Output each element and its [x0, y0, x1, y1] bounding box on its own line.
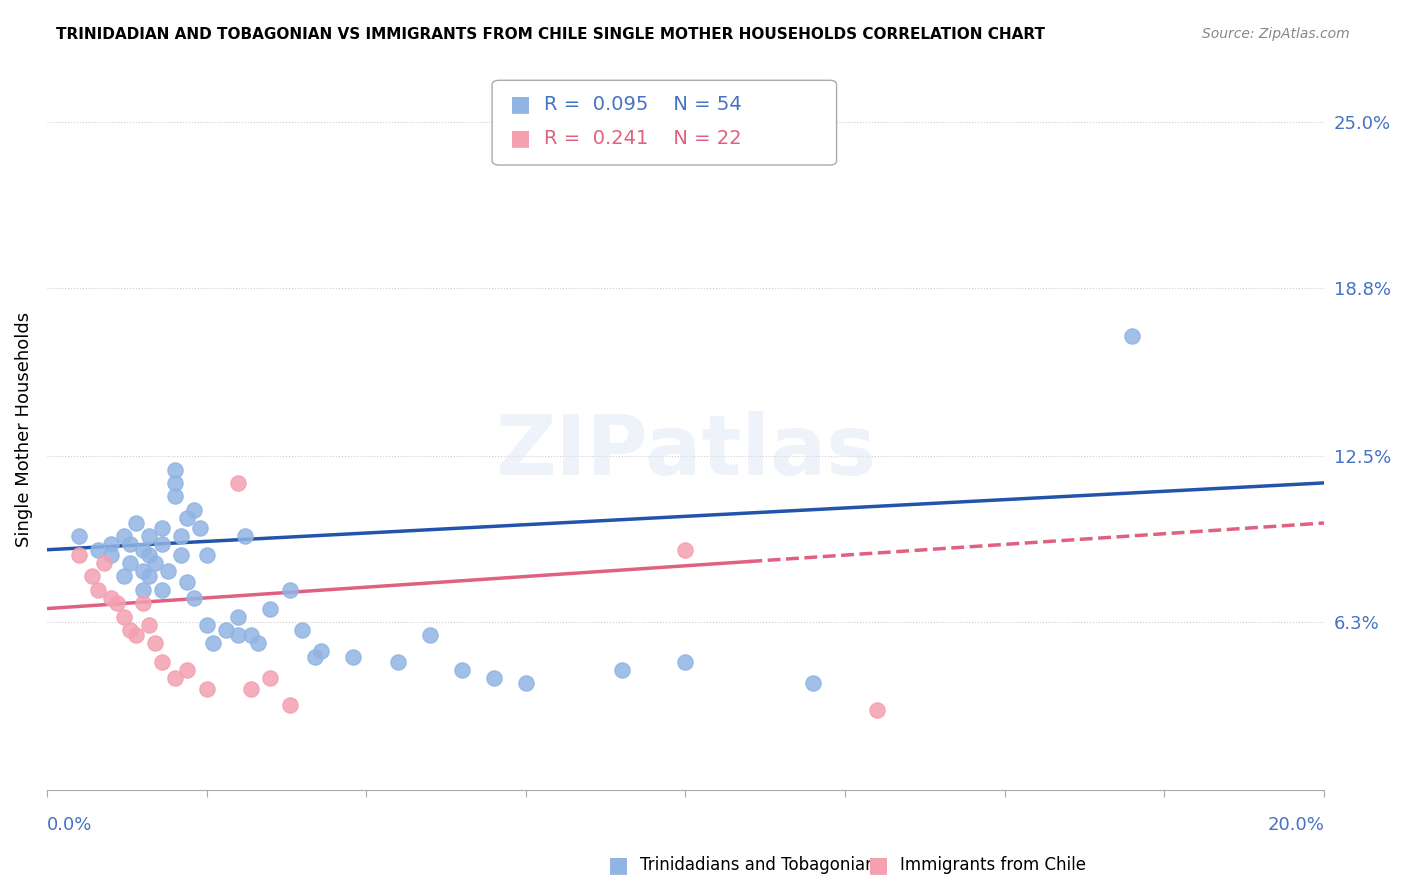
Point: [304, 649, 326, 664]
Text: ZIPatlas: ZIPatlas: [495, 410, 876, 491]
Point: [145, 636, 167, 650]
Point: [188, 521, 211, 535]
Point: [201, 636, 224, 650]
Point: [145, 556, 167, 570]
Point: [278, 582, 301, 597]
Point: [163, 462, 186, 476]
Point: [118, 623, 141, 637]
Text: Immigrants from Chile: Immigrants from Chile: [900, 856, 1085, 874]
Point: [866, 703, 889, 717]
Point: [150, 521, 173, 535]
Point: [246, 636, 269, 650]
Point: [112, 529, 135, 543]
Point: [183, 591, 205, 605]
Point: [100, 548, 122, 562]
Text: ■: ■: [609, 855, 628, 875]
Point: [131, 596, 153, 610]
Text: 20.0%: 20.0%: [1267, 815, 1324, 834]
Text: ■: ■: [510, 128, 531, 148]
Point: [278, 698, 301, 712]
Point: [170, 548, 193, 562]
Point: [311, 644, 333, 658]
Point: [112, 609, 135, 624]
Point: [87, 582, 110, 597]
Point: [157, 564, 180, 578]
Point: [67, 529, 90, 543]
Point: [387, 655, 409, 669]
Point: [150, 655, 173, 669]
Point: [163, 671, 186, 685]
Point: [176, 663, 198, 677]
Text: Trinidadians and Tobagonians: Trinidadians and Tobagonians: [640, 856, 884, 874]
Point: [138, 529, 160, 543]
Point: [259, 671, 281, 685]
Point: [118, 556, 141, 570]
Point: [451, 663, 474, 677]
Point: [150, 582, 173, 597]
Text: 0.0%: 0.0%: [46, 815, 93, 834]
Point: [228, 475, 250, 490]
Point: [67, 548, 90, 562]
Text: R =  0.095    N = 54: R = 0.095 N = 54: [544, 95, 742, 114]
Text: ■: ■: [869, 855, 889, 875]
Point: [118, 537, 141, 551]
Point: [131, 564, 153, 578]
Point: [176, 510, 198, 524]
Point: [170, 529, 193, 543]
Point: [195, 681, 218, 696]
Y-axis label: Single Mother Households: Single Mother Households: [15, 312, 32, 547]
Point: [291, 623, 314, 637]
Point: [138, 569, 160, 583]
Point: [515, 676, 537, 690]
Point: [105, 596, 128, 610]
Point: [163, 475, 186, 490]
Point: [138, 617, 160, 632]
Point: [259, 601, 281, 615]
Text: Source: ZipAtlas.com: Source: ZipAtlas.com: [1202, 27, 1350, 41]
Point: [112, 569, 135, 583]
Point: [482, 671, 505, 685]
Text: R =  0.241    N = 22: R = 0.241 N = 22: [544, 128, 742, 148]
Point: [125, 516, 148, 530]
Point: [675, 542, 697, 557]
Point: [100, 591, 122, 605]
Point: [233, 529, 256, 543]
Point: [228, 628, 250, 642]
Point: [183, 502, 205, 516]
Point: [125, 628, 148, 642]
Point: [675, 655, 697, 669]
Point: [419, 628, 441, 642]
Point: [195, 617, 218, 632]
Text: TRINIDADIAN AND TOBAGONIAN VS IMMIGRANTS FROM CHILE SINGLE MOTHER HOUSEHOLDS COR: TRINIDADIAN AND TOBAGONIAN VS IMMIGRANTS…: [56, 27, 1045, 42]
Point: [215, 623, 238, 637]
Point: [87, 542, 110, 557]
Point: [240, 628, 263, 642]
Point: [342, 649, 364, 664]
Point: [131, 542, 153, 557]
Point: [93, 556, 115, 570]
Point: [195, 548, 218, 562]
Point: [100, 537, 122, 551]
Point: [610, 663, 633, 677]
Point: [801, 676, 824, 690]
Point: [176, 574, 198, 589]
Point: [150, 537, 173, 551]
Point: [138, 548, 160, 562]
Point: [131, 582, 153, 597]
Point: [1121, 329, 1143, 343]
Point: [80, 569, 103, 583]
Point: [228, 609, 250, 624]
Point: [240, 681, 263, 696]
Point: [163, 489, 186, 503]
Text: ■: ■: [510, 95, 531, 114]
